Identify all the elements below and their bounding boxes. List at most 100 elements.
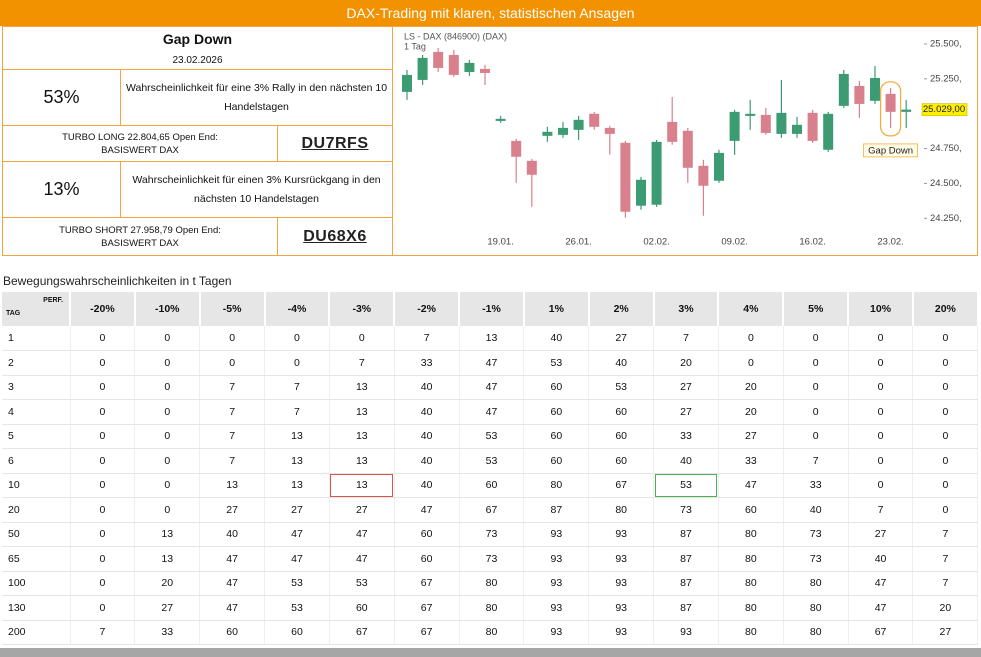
value-cell: 0	[70, 571, 136, 596]
short-code[interactable]: DU68X6	[303, 227, 367, 245]
value-cell: 60	[199, 620, 266, 645]
value-cell: 67	[848, 620, 914, 645]
value-cell: 60	[394, 522, 460, 547]
value-cell: 0	[70, 473, 136, 498]
long-code[interactable]: DU7RFS	[301, 134, 369, 152]
value-cell: 7	[199, 448, 266, 474]
candle-body	[776, 112, 787, 134]
value-cell: 20	[718, 399, 784, 425]
value-cell: 80	[718, 571, 784, 596]
value-cell: 13	[329, 448, 395, 474]
column-header: 3%	[653, 292, 720, 326]
value-cell: 53	[523, 350, 590, 376]
candle-body	[838, 73, 849, 106]
value-cell: 60	[523, 424, 590, 449]
value-cell: 7	[199, 424, 266, 449]
candle-body	[729, 111, 740, 141]
value-cell: 80	[718, 522, 784, 547]
decline-text: Wahrscheinlichkeit für einen 3% Kursrück…	[121, 162, 393, 218]
signal-title: Gap Down	[162, 30, 233, 47]
day-cell: 200	[2, 620, 71, 645]
table-row: 200 7 33 60 60 67 67 80 93 93 93 80 80 67 27	[2, 620, 979, 645]
value-cell: 60	[329, 595, 395, 621]
long-product: TURBO LONG 22.804,65 Open End: BASISWERT…	[3, 126, 278, 162]
value-cell: 27	[329, 497, 395, 523]
day-cell: 4	[2, 399, 71, 425]
signal-head: Gap Down 23.02.2026	[3, 27, 393, 70]
day-cell: 50	[2, 522, 71, 547]
value-cell: 7	[394, 326, 460, 351]
value-cell: 73	[783, 522, 849, 547]
column-header: -10%	[134, 292, 201, 326]
day-cell: 5	[2, 424, 71, 449]
table-row: 130 0 27 47 53 60 67 80 93 93 87 80 80 47 20	[2, 595, 979, 621]
short-product-line: BASISWERT DAX	[101, 237, 179, 249]
candle-body	[854, 85, 865, 104]
value-cell: 0	[199, 350, 266, 376]
value-cell: 0	[70, 326, 136, 351]
value-cell: 53	[264, 595, 330, 621]
value-cell: 7	[329, 350, 395, 376]
value-cell: 0	[134, 399, 201, 425]
column-header: -5%	[199, 292, 266, 326]
x-tick-label: 16.02.	[799, 237, 825, 248]
candle-body	[901, 109, 912, 112]
short-code-cell: DU68X6	[278, 218, 393, 255]
value-cell: 0	[718, 350, 784, 376]
value-cell: 0	[134, 375, 201, 400]
short-product-line: TURBO SHORT 27.958,79 Open End:	[59, 224, 221, 236]
x-tick-label: 09.02.	[721, 237, 747, 248]
panel-frame	[2, 26, 978, 256]
value-cell: 40	[523, 326, 590, 351]
value-cell: 13	[134, 546, 201, 572]
value-cell: 27	[653, 399, 719, 425]
value-cell: 60	[394, 546, 460, 572]
value-cell: 13	[329, 473, 395, 498]
day-cell: 10	[2, 473, 71, 498]
table-row: 3 0 0 7 7 13 40 47 60 53 27 20 0 0 0	[2, 375, 979, 400]
value-cell: 20	[912, 595, 979, 621]
annotation-box	[863, 143, 919, 158]
value-cell: 0	[848, 375, 914, 400]
value-cell: 0	[70, 399, 136, 425]
value-cell: 20	[134, 571, 201, 596]
signal-date: 23.02.2026	[172, 54, 223, 66]
value-cell: 47	[199, 571, 266, 596]
value-cell: 7	[912, 522, 979, 547]
value-cell: 80	[783, 620, 849, 645]
y-tick-label: 24.250,	[930, 213, 962, 224]
value-cell: 87	[523, 497, 590, 523]
column-header: -4%	[264, 292, 331, 326]
value-cell: 47	[718, 473, 784, 498]
value-cell: 47	[459, 350, 525, 376]
y-tick-label: 24.500,	[930, 178, 962, 189]
value-cell: 47	[329, 522, 395, 547]
candle-body	[667, 121, 678, 142]
candle-body	[604, 127, 615, 134]
y-tick-label: 25.250,	[930, 73, 962, 84]
corner-cell: PERF. TAG	[2, 292, 71, 326]
value-cell: 33	[394, 350, 460, 376]
value-cell: 60	[523, 375, 590, 400]
day-cell: 2	[2, 350, 71, 376]
value-cell: 80	[718, 620, 784, 645]
column-header: -1%	[459, 292, 525, 326]
value-cell: 0	[199, 326, 266, 351]
corner-perf: PERF.	[43, 297, 63, 304]
value-cell: 0	[848, 350, 914, 376]
value-cell: 40	[653, 448, 719, 474]
header-row: PERF. TAG -20% -10% -5% -4% -3% -2% -1% 1% 2% 3% 4% 5…	[2, 292, 979, 326]
value-cell: 53	[653, 473, 719, 498]
table-row: 1 0 0 0 0 0 7 13 40 27 7 0 0 0 0	[2, 326, 979, 351]
value-cell: 33	[783, 473, 849, 498]
value-cell: 13	[134, 522, 201, 547]
candle-body	[589, 113, 600, 127]
candle-body	[620, 142, 631, 212]
value-cell: 0	[718, 326, 784, 351]
candle-body	[511, 140, 522, 157]
corner-tag: TAG	[6, 310, 21, 317]
value-cell: 0	[848, 448, 914, 474]
table-row: 50 0 13 40 47 47 60 73 93 93 87 80 73 27 7	[2, 522, 979, 547]
